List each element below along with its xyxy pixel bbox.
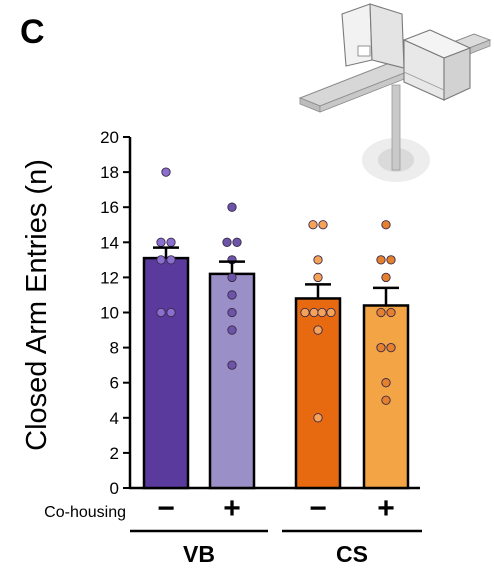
data-point [381, 220, 391, 230]
condition-sign: + [377, 492, 395, 525]
elevated-plus-maze-icon [298, 3, 492, 182]
group-label: CS [336, 541, 368, 567]
y-tick-label: 0 [110, 479, 119, 498]
data-point [318, 220, 328, 230]
bar [208, 272, 256, 490]
y-tick-label: 10 [100, 304, 119, 323]
data-point [313, 272, 323, 283]
data-point [326, 307, 336, 318]
data-point [386, 342, 396, 353]
y-tick-label: 6 [110, 374, 119, 393]
data-point [166, 307, 176, 318]
data-point [308, 220, 318, 230]
data-point [227, 290, 237, 300]
condition-sign: + [223, 492, 241, 525]
data-point [156, 255, 166, 265]
data-point [313, 325, 323, 335]
data-point [376, 307, 386, 318]
condition-signs: − + − + [157, 492, 395, 525]
data-point [381, 395, 391, 405]
condition-sign: − [157, 492, 175, 525]
bars [142, 256, 410, 490]
data-point [300, 307, 310, 318]
bar [142, 256, 190, 490]
data-point [313, 255, 323, 265]
group-labels: VB CS [130, 529, 422, 567]
y-tick-label: 16 [100, 198, 119, 217]
y-axis-label: Closed Arm Entries (n) [21, 159, 53, 451]
data-point [381, 378, 391, 388]
data-point [386, 307, 396, 318]
y-tick-label: 14 [100, 233, 119, 252]
y-tick-label: 2 [110, 444, 119, 463]
data-point [309, 307, 319, 318]
data-point [222, 237, 232, 247]
y-tick-label: 4 [110, 409, 119, 428]
error-bars [153, 246, 399, 306]
y-tick-label: 12 [100, 268, 119, 287]
y-tick-label: 8 [110, 339, 119, 358]
data-point [376, 342, 386, 353]
data-point [156, 307, 166, 318]
y-tick-label: 20 [100, 128, 119, 147]
group-label: VB [183, 541, 215, 567]
data-point [227, 202, 237, 212]
data-point [386, 255, 396, 265]
data-point [317, 307, 327, 318]
data-point [227, 272, 237, 283]
data-point [227, 307, 237, 318]
bar [294, 297, 342, 490]
data-point [166, 237, 176, 247]
data-point [376, 255, 386, 265]
data-points [156, 167, 396, 423]
data-point [166, 255, 176, 265]
data-point [313, 413, 323, 423]
y-ticks: 0 2 4 6 8 10 12 14 16 18 20 [100, 128, 130, 498]
y-tick-label: 18 [100, 163, 119, 182]
data-point [227, 360, 237, 370]
data-point [227, 325, 237, 335]
data-point [232, 237, 242, 247]
co-housing-label: Co-housing [44, 504, 126, 521]
data-point [161, 167, 171, 177]
panel-letter: C [20, 13, 45, 51]
condition-sign: − [309, 492, 327, 525]
data-point [381, 272, 391, 283]
data-point [156, 237, 166, 247]
